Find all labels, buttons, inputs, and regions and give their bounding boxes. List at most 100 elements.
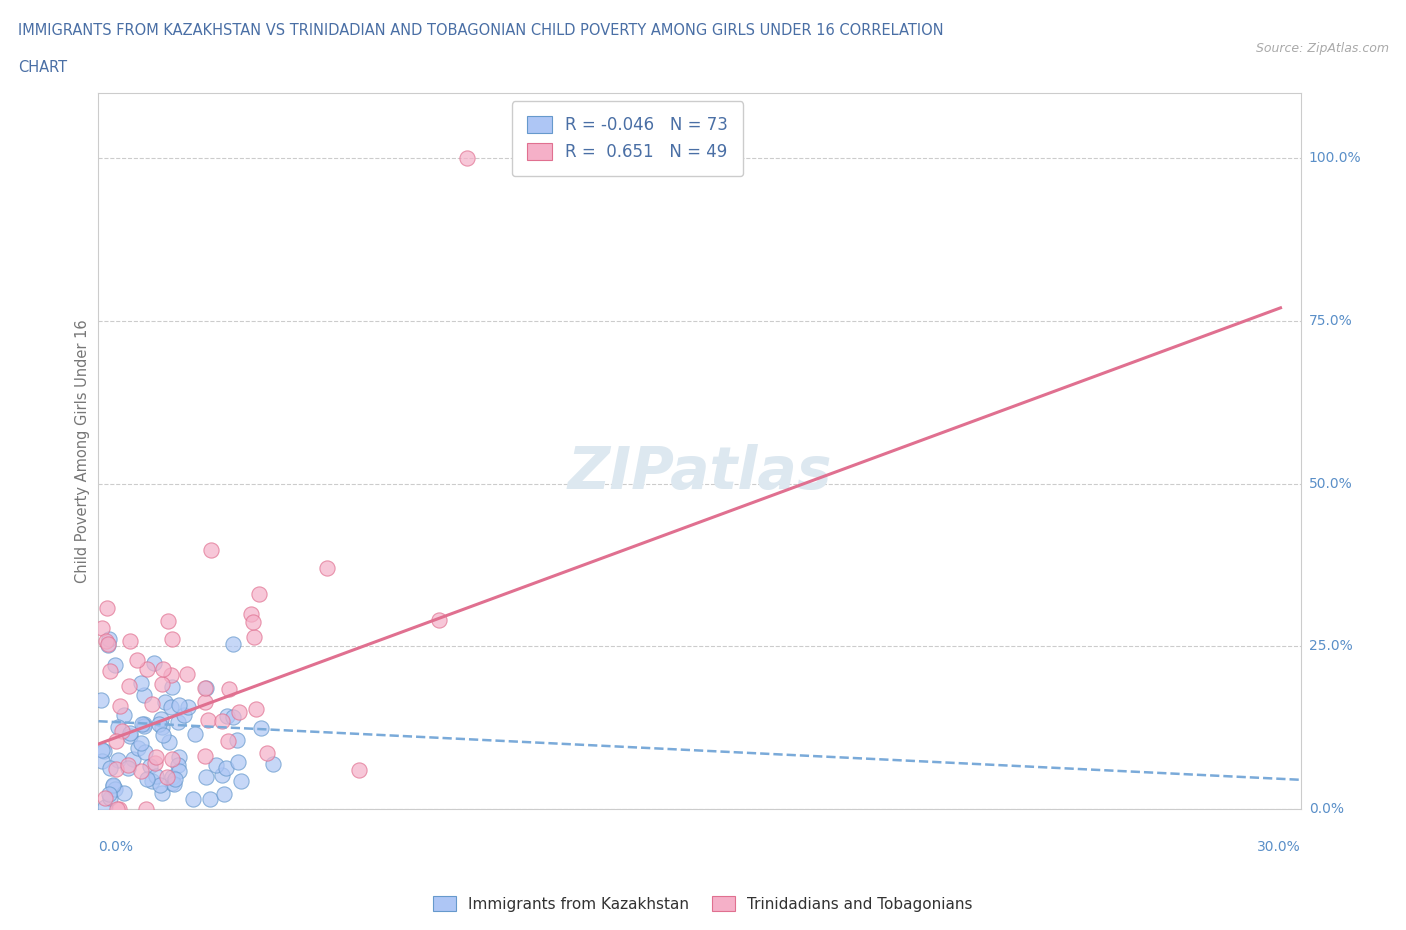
- Point: [142, 656, 165, 671]
- Point: [152, 662, 174, 677]
- Point: [239, 606, 262, 621]
- Point: [125, 653, 148, 668]
- Point: [177, 699, 200, 714]
- Point: [249, 721, 271, 736]
- Point: [315, 561, 337, 576]
- Point: [162, 680, 184, 695]
- Text: ZIPatlas: ZIPatlas: [567, 444, 832, 501]
- Point: [152, 728, 174, 743]
- Point: [221, 636, 243, 651]
- Point: [117, 761, 139, 776]
- Point: [245, 701, 267, 716]
- Point: [156, 769, 179, 784]
- Point: [134, 745, 156, 760]
- Point: [242, 614, 264, 629]
- Text: 0.0%: 0.0%: [1309, 802, 1344, 817]
- Point: [135, 802, 157, 817]
- Point: [98, 790, 121, 805]
- Point: [167, 698, 190, 712]
- Point: [157, 735, 180, 750]
- Point: [194, 681, 217, 696]
- Point: [218, 682, 240, 697]
- Point: [98, 631, 121, 646]
- Point: [118, 725, 141, 740]
- Text: CHART: CHART: [18, 60, 67, 75]
- Point: [127, 740, 149, 755]
- Point: [105, 802, 128, 817]
- Legend: Immigrants from Kazakhstan, Trinidadians and Tobagonians: Immigrants from Kazakhstan, Trinidadians…: [427, 889, 979, 918]
- Point: [150, 677, 173, 692]
- Point: [427, 613, 450, 628]
- Point: [103, 778, 125, 793]
- Point: [229, 773, 252, 788]
- Point: [247, 587, 270, 602]
- Point: [118, 679, 141, 694]
- Point: [98, 761, 121, 776]
- Point: [173, 708, 195, 723]
- Point: [111, 724, 134, 738]
- Point: [217, 709, 239, 724]
- Point: [117, 758, 139, 773]
- Point: [105, 762, 128, 777]
- Point: [112, 786, 135, 801]
- Point: [228, 704, 250, 719]
- Point: [98, 787, 121, 802]
- Point: [160, 631, 183, 646]
- Point: [198, 791, 221, 806]
- Point: [211, 767, 233, 782]
- Point: [131, 717, 153, 732]
- Point: [101, 778, 124, 793]
- Point: [98, 663, 121, 678]
- Point: [167, 757, 190, 772]
- Point: [136, 771, 159, 786]
- Text: 100.0%: 100.0%: [1309, 151, 1361, 166]
- Point: [118, 729, 141, 744]
- Point: [181, 791, 204, 806]
- Text: 75.0%: 75.0%: [1309, 313, 1353, 328]
- Point: [167, 764, 190, 778]
- Y-axis label: Child Poverty Among Girls Under 16: Child Poverty Among Girls Under 16: [75, 319, 90, 583]
- Point: [153, 694, 176, 709]
- Point: [150, 712, 173, 727]
- Point: [94, 790, 117, 805]
- Point: [141, 774, 163, 789]
- Point: [165, 772, 187, 787]
- Point: [94, 800, 117, 815]
- Point: [118, 633, 141, 648]
- Point: [160, 699, 183, 714]
- Point: [148, 717, 170, 732]
- Point: [211, 713, 233, 728]
- Point: [141, 697, 163, 711]
- Point: [183, 726, 205, 741]
- Point: [150, 720, 173, 735]
- Point: [176, 667, 198, 682]
- Text: IMMIGRANTS FROM KAZAKHSTAN VS TRINIDADIAN AND TOBAGONIAN CHILD POVERTY AMONG GIR: IMMIGRANTS FROM KAZAKHSTAN VS TRINIDADIA…: [18, 23, 943, 38]
- Point: [200, 543, 222, 558]
- Point: [97, 636, 120, 651]
- Point: [262, 756, 284, 771]
- Point: [163, 777, 186, 791]
- Point: [162, 770, 184, 785]
- Point: [204, 758, 226, 773]
- Point: [226, 754, 249, 769]
- Point: [91, 743, 114, 758]
- Point: [132, 718, 155, 733]
- Point: [160, 751, 183, 766]
- Point: [90, 693, 112, 708]
- Point: [104, 658, 127, 673]
- Point: [156, 614, 179, 629]
- Point: [212, 787, 235, 802]
- Point: [256, 746, 278, 761]
- Point: [143, 755, 166, 770]
- Point: [104, 734, 127, 749]
- Point: [136, 661, 159, 676]
- Point: [132, 717, 155, 732]
- Point: [97, 638, 120, 653]
- Point: [194, 695, 217, 710]
- Text: 25.0%: 25.0%: [1309, 639, 1353, 654]
- Point: [149, 777, 172, 792]
- Point: [112, 708, 135, 723]
- Point: [162, 776, 184, 790]
- Point: [107, 719, 129, 734]
- Point: [104, 782, 127, 797]
